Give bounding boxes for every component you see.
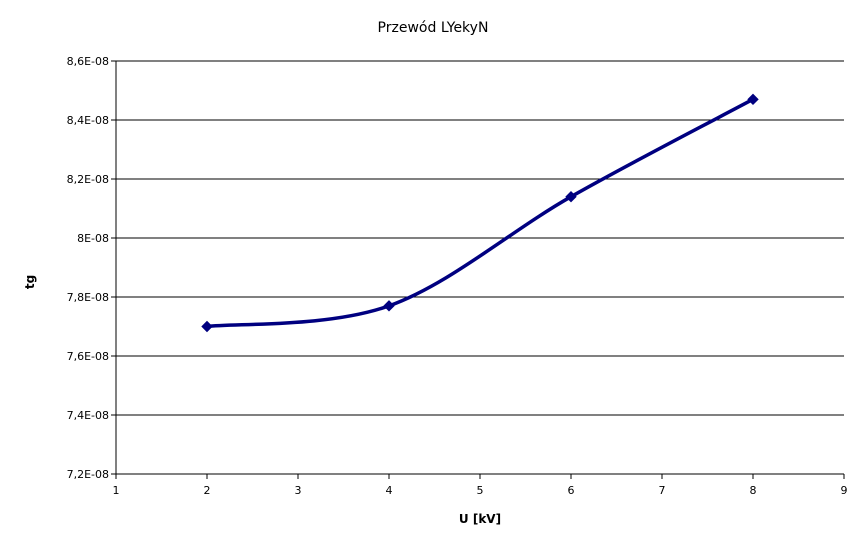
x-tick-label: 6	[568, 484, 575, 497]
chart-title: Przewód LYekyN	[377, 20, 489, 36]
y-tick-label: 8,4E-08	[67, 114, 109, 127]
x-tick-label: 1	[113, 484, 120, 497]
series-line	[206, 97, 754, 329]
data-point-marker	[201, 320, 213, 333]
x-tick-label: 7	[659, 484, 666, 497]
x-tick-label: 3	[295, 484, 302, 497]
y-tick-label: 7,6E-08	[67, 350, 109, 363]
x-tick-label: 4	[386, 484, 393, 497]
y-tick-label: 8E-08	[77, 232, 109, 245]
y-tick-label: 7,2E-08	[67, 468, 109, 481]
data-point-marker	[565, 190, 577, 203]
x-axis-label: U [kV]	[458, 512, 502, 526]
x-tick-label: 2	[204, 484, 211, 497]
x-tick-label: 8	[750, 484, 757, 497]
y-tick-label: 7,4E-08	[67, 409, 109, 422]
y-tick-label: 8,6E-08	[67, 55, 109, 68]
x-tick-label: 9	[841, 484, 848, 497]
x-tick-label: 5	[477, 484, 484, 497]
data-point-marker	[383, 300, 395, 312]
y-tick-label: 8,2E-08	[67, 173, 109, 186]
y-tick-label: 7,8E-08	[67, 291, 109, 304]
data-point-marker	[747, 93, 759, 106]
